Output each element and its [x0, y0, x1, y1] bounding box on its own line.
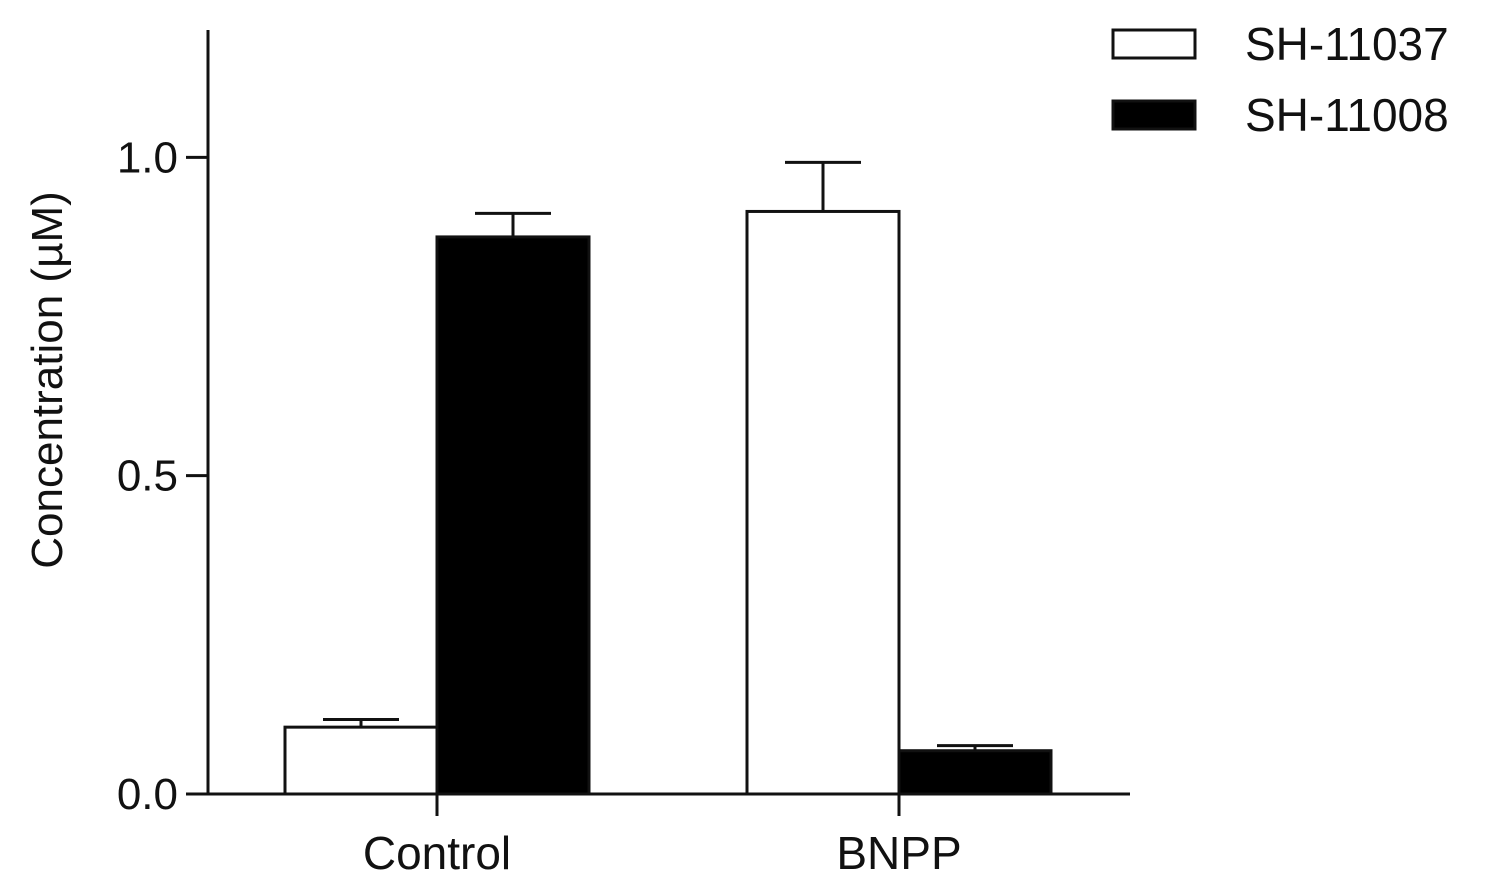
y-axis-title: Concentration (µM) — [23, 191, 72, 568]
bar-sh-11008-bnpp — [897, 749, 1053, 796]
x-tick-label: Control — [363, 827, 511, 879]
legend-swatch — [1111, 99, 1197, 131]
y-tick-label: 0.5 — [117, 452, 178, 501]
bars — [283, 209, 1053, 796]
legend-label: SH-11037 — [1245, 18, 1449, 70]
legend-swatch — [1111, 28, 1197, 60]
legend-label: SH-11008 — [1245, 89, 1449, 141]
bar-sh-11037-control — [283, 725, 439, 796]
bar-sh-11037-bnpp — [745, 209, 901, 796]
y-tick-label: 0.0 — [117, 770, 178, 819]
x-axis-ticks: Control BNPP — [363, 794, 962, 879]
y-tick-label: 1.0 — [117, 133, 178, 182]
x-tick-label: BNPP — [836, 827, 961, 879]
error-bars — [323, 160, 1013, 751]
y-axis-ticks: 0.0 0.5 1.0 — [117, 133, 208, 819]
legend: SH-11037 SH-11008 — [1111, 18, 1449, 141]
bar-sh-11008-control — [435, 235, 591, 796]
